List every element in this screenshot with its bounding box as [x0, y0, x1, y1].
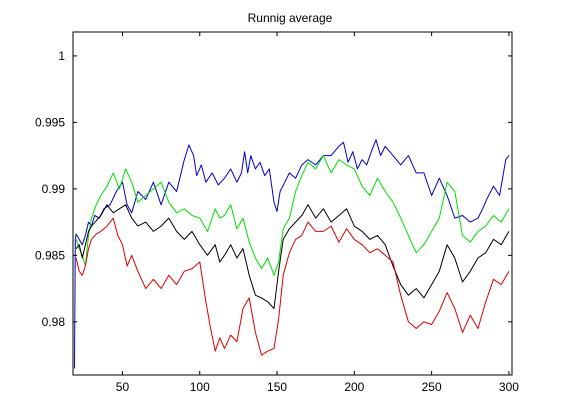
series-line-4 [75, 217, 510, 356]
y-tick-label: 0.985 [35, 248, 65, 262]
plot-frame [72, 31, 513, 376]
chart-title: Runnig average [248, 11, 333, 25]
series-layer [74, 139, 510, 369]
x-tick-label: 250 [422, 380, 442, 394]
y-tick-label: 0.995 [35, 115, 65, 129]
y-tick-label: 0.99 [42, 182, 66, 196]
x-tick-label: 300 [499, 380, 519, 394]
axes-layer: 50 100 150 200 250 300 0.98 0.985 0.99 0.995 1 [35, 31, 519, 394]
x-tick-label: 100 [190, 380, 210, 394]
x-tick-label: 50 [116, 380, 130, 394]
series-line-2 [75, 155, 510, 276]
y-tick-label: 1 [58, 49, 65, 63]
series-line-3 [75, 204, 510, 309]
series-line-1 [74, 139, 510, 369]
x-tick-label: 200 [344, 380, 364, 394]
y-tick-label: 0.98 [42, 315, 66, 329]
x-tick-label: 150 [267, 380, 287, 394]
